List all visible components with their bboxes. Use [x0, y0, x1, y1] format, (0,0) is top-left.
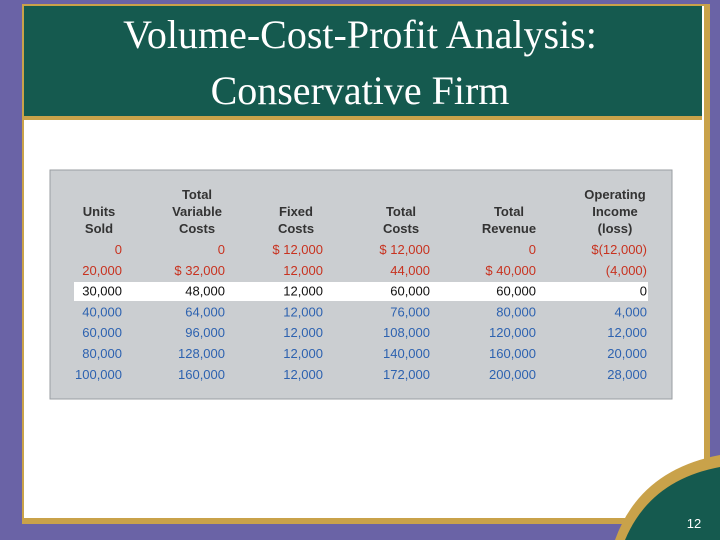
- title-line: Volume-Cost-Profit Analysis:: [123, 12, 597, 57]
- table-cell: 28,000: [607, 367, 647, 382]
- column-header: (loss): [598, 221, 633, 236]
- column-header: Operating: [584, 187, 645, 202]
- table-cell: 44,000: [390, 263, 430, 278]
- column-header: Costs: [179, 221, 215, 236]
- table-cell: 108,000: [383, 325, 430, 340]
- column-header: Total: [182, 187, 212, 202]
- column-header: Total: [494, 204, 524, 219]
- table-cell: 0: [115, 242, 122, 257]
- title-rule: [24, 116, 702, 120]
- table-cell: 100,000: [75, 367, 122, 382]
- table-cell: 20,000: [607, 346, 647, 361]
- table-cell: $(12,000): [591, 242, 647, 257]
- table-cell: 12,000: [283, 284, 323, 299]
- title-band: [24, 6, 702, 116]
- table-cell: 12,000: [283, 325, 323, 340]
- title-line: Conservative Firm: [211, 68, 510, 113]
- table-cell: (4,000): [606, 263, 647, 278]
- column-header: Costs: [383, 221, 419, 236]
- table-cell: 20,000: [82, 263, 122, 278]
- column-header: Revenue: [482, 221, 536, 236]
- column-header: Costs: [278, 221, 314, 236]
- table-cell: 80,000: [82, 346, 122, 361]
- table-cell: 48,000: [185, 284, 225, 299]
- column-header: Fixed: [279, 204, 313, 219]
- table-cell: 80,000: [496, 304, 536, 319]
- table-cell: $ 12,000: [379, 242, 430, 257]
- highlight-row: [74, 282, 648, 301]
- column-header: Income: [592, 204, 638, 219]
- table-cell: 76,000: [390, 304, 430, 319]
- table-cell: 128,000: [178, 346, 225, 361]
- table-cell: 160,000: [489, 346, 536, 361]
- table-cell: 12,000: [283, 263, 323, 278]
- table-cell: 30,000: [82, 284, 122, 299]
- table-cell: $ 32,000: [174, 263, 225, 278]
- table-cell: 60,000: [496, 284, 536, 299]
- page-number: 12: [687, 516, 701, 531]
- table-cell: 96,000: [185, 325, 225, 340]
- table-cell: 40,000: [82, 304, 122, 319]
- table-cell: 12,000: [607, 325, 647, 340]
- table-cell: 120,000: [489, 325, 536, 340]
- table-cell: 64,000: [185, 304, 225, 319]
- corner-shape: [625, 467, 720, 540]
- table: Units Sold Total Variable Costs Fixed Costs Tot…: [75, 187, 647, 382]
- table-cell: 12,000: [283, 346, 323, 361]
- table-cell: $ 12,000: [272, 242, 323, 257]
- table-cell: $ 40,000: [485, 263, 536, 278]
- table-cell: 0: [529, 242, 536, 257]
- table-cell: 140,000: [383, 346, 430, 361]
- column-header: Variable: [172, 204, 222, 219]
- table-cell: 160,000: [178, 367, 225, 382]
- table-cell: 60,000: [390, 284, 430, 299]
- column-header: Units: [83, 204, 116, 219]
- table-cell: 12,000: [283, 304, 323, 319]
- column-header: Total: [386, 204, 416, 219]
- table-cell: 4,000: [614, 304, 647, 319]
- table-cell: 0: [640, 284, 647, 299]
- table-cell: 60,000: [82, 325, 122, 340]
- table-cell: 200,000: [489, 367, 536, 382]
- table-cell: 12,000: [283, 367, 323, 382]
- table-cell: 172,000: [383, 367, 430, 382]
- table-cell: 0: [218, 242, 225, 257]
- column-header: Sold: [85, 221, 113, 236]
